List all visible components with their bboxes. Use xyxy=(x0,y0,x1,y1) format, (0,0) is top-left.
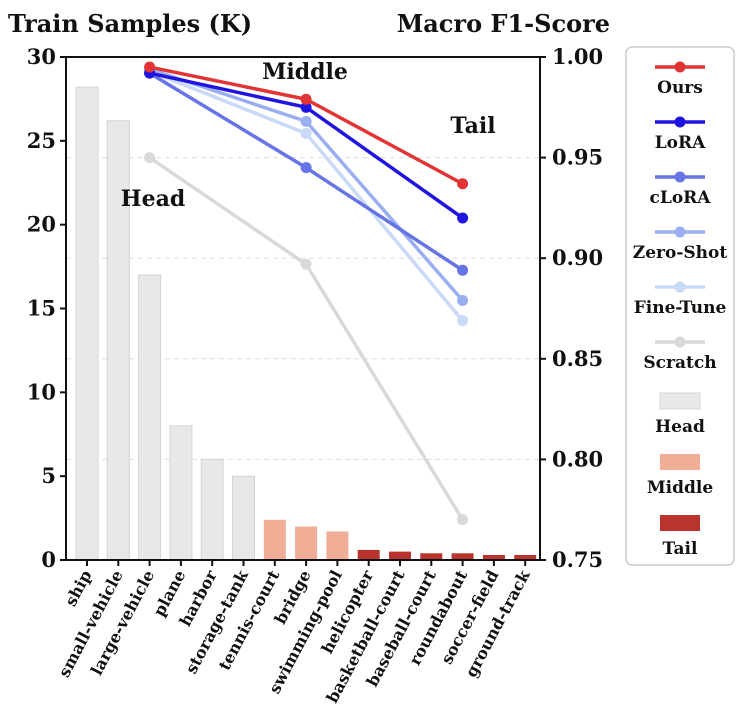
legend-label-head: Head xyxy=(655,417,705,437)
left-tick-label: 30 xyxy=(27,44,56,69)
legend-marker-zero-shot xyxy=(674,226,686,238)
point-lora-bridge xyxy=(300,101,312,113)
point-scratch-roundabout xyxy=(457,514,469,526)
bar-roundabout xyxy=(451,553,474,560)
legend-label-lora: LoRA xyxy=(655,133,706,153)
bar-baseball-court xyxy=(420,553,443,560)
legend-box xyxy=(625,46,735,566)
point-ours-roundabout xyxy=(457,178,469,190)
bar-series xyxy=(75,86,537,561)
legend-marker-scratch xyxy=(674,336,686,348)
legend-marker-lora xyxy=(674,116,686,128)
point-fine-tune-bridge xyxy=(300,127,312,139)
line-scratch xyxy=(148,156,465,521)
x-axis: shipsmall-vehiclelarge-vehicleplaneharbo… xyxy=(55,560,534,706)
bar-helicopter xyxy=(357,549,380,560)
point-fine-tune-roundabout xyxy=(457,315,469,327)
legend-label-tail: Tail xyxy=(663,539,698,559)
legend-label-fine-tune: Fine-Tune xyxy=(634,298,727,318)
bar-large-vehicle xyxy=(138,274,162,561)
right-y-axis: 0.75 0.80 0.85 0.90 0.95 1.00 xyxy=(540,44,603,572)
point-ours-large-vehicle xyxy=(144,61,156,73)
left-tick-label: 20 xyxy=(27,212,56,237)
bar-bridge xyxy=(295,526,318,560)
legend-swatch-tail xyxy=(660,515,700,531)
legend-marker-clora xyxy=(674,171,686,183)
legend-marker-fine-tune xyxy=(674,281,686,293)
left-tick-label: 15 xyxy=(27,296,56,321)
region-label-middle: Middle xyxy=(262,59,348,85)
left-tick-label: 5 xyxy=(41,463,56,488)
point-zero-shot-roundabout xyxy=(457,294,469,306)
left-tick-label: 0 xyxy=(41,547,56,572)
point-ours-bridge xyxy=(300,93,312,105)
legend-swatch-head xyxy=(659,392,701,410)
bar-harbor xyxy=(200,458,224,561)
legend-swatch-middle xyxy=(660,454,700,470)
region-label-head: Head xyxy=(121,186,185,212)
point-scratch-bridge xyxy=(300,258,312,270)
right-tick-label: 1.00 xyxy=(552,44,603,69)
point-scratch-large-vehicle xyxy=(144,152,156,164)
legend-marker-ours xyxy=(674,61,686,73)
right-tick-label: 0.75 xyxy=(552,547,603,572)
grid-lines xyxy=(66,157,540,460)
point-clora-roundabout xyxy=(457,264,469,276)
bar-plane xyxy=(169,425,193,561)
bar-ship xyxy=(75,86,99,561)
bar-ground-track xyxy=(514,554,537,560)
legend-label-middle: Middle xyxy=(647,478,714,498)
bar-tennis-court xyxy=(263,519,286,560)
legend-label-zero-shot: Zero-Shot xyxy=(633,243,728,263)
right-axis-title: Macro F1-Score xyxy=(397,9,610,38)
legend-label-ours: Ours xyxy=(657,78,703,98)
legend-label-scratch: Scratch xyxy=(643,353,716,373)
right-tick-label: 0.85 xyxy=(552,346,603,371)
point-lora-roundabout xyxy=(457,212,469,224)
left-tick-label: 10 xyxy=(27,379,56,404)
legend: Ours LoRA cLoRA Zero-Shot Fine-Tune Scratch He… xyxy=(625,46,735,566)
bar-basketball-court xyxy=(389,551,411,560)
left-axis-title: Train Samples (K) xyxy=(8,9,252,38)
point-clora-bridge xyxy=(300,162,312,174)
bar-soccer-field xyxy=(482,554,505,560)
bar-swimming-pool xyxy=(326,531,349,560)
point-zero-shot-bridge xyxy=(300,115,312,127)
right-tick-label: 0.95 xyxy=(552,145,603,170)
line-series xyxy=(144,61,469,526)
right-tick-label: 0.90 xyxy=(552,245,603,270)
bar-storage-tank xyxy=(232,475,255,561)
left-y-axis: 0 5 10 15 20 25 30 xyxy=(27,44,66,572)
left-tick-label: 25 xyxy=(27,128,56,153)
right-tick-label: 0.80 xyxy=(552,446,603,471)
legend-label-clora: cLoRA xyxy=(650,188,712,208)
region-label-tail: Tail xyxy=(450,113,495,139)
